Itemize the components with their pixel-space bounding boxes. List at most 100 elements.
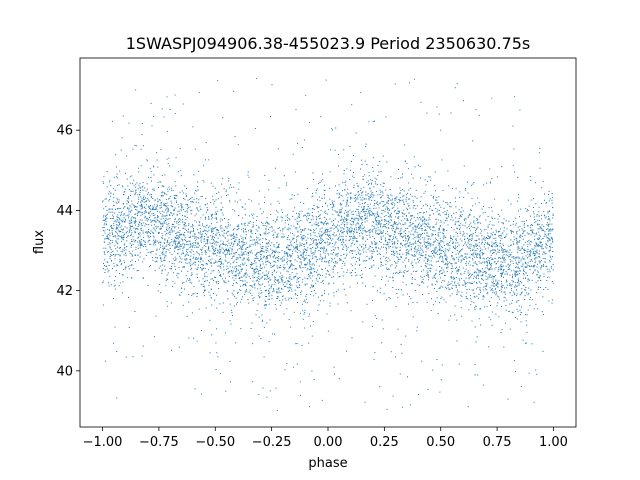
data-point — [225, 260, 227, 262]
data-point — [432, 210, 433, 211]
data-point — [450, 238, 452, 239]
data-point — [501, 306, 503, 308]
data-point — [174, 239, 176, 241]
data-point — [476, 264, 478, 266]
data-point — [222, 212, 224, 214]
data-point — [368, 171, 370, 173]
data-point — [266, 278, 268, 280]
data-point — [146, 198, 148, 200]
data-point — [113, 216, 115, 218]
data-point — [368, 234, 370, 236]
data-point — [546, 276, 548, 278]
data-point — [265, 270, 267, 272]
data-point — [157, 200, 159, 202]
data-point — [193, 230, 195, 232]
data-point — [524, 295, 526, 297]
data-point — [350, 245, 352, 247]
data-point — [470, 304, 472, 306]
data-point — [115, 269, 117, 271]
data-point — [183, 281, 185, 283]
data-point — [512, 125, 514, 127]
data-point — [199, 222, 201, 224]
data-point — [478, 254, 480, 256]
data-point — [173, 226, 175, 228]
data-point — [472, 255, 474, 257]
data-point — [386, 202, 388, 204]
data-point — [103, 268, 104, 270]
data-point — [202, 179, 204, 181]
data-point — [529, 298, 531, 300]
data-point — [147, 193, 149, 195]
data-point — [354, 200, 356, 202]
data-point — [293, 311, 295, 313]
data-point — [537, 288, 539, 290]
data-point — [352, 250, 354, 252]
data-point — [471, 254, 473, 256]
data-point — [189, 240, 191, 242]
data-point — [251, 285, 253, 287]
data-point — [332, 258, 334, 260]
data-point — [193, 174, 195, 176]
data-point — [439, 270, 441, 272]
data-point — [277, 228, 279, 229]
data-point — [171, 226, 173, 228]
data-point — [490, 245, 492, 246]
data-point — [376, 216, 377, 218]
data-point — [501, 274, 503, 276]
data-point — [509, 284, 511, 286]
data-point — [190, 260, 192, 262]
data-point — [347, 211, 349, 213]
data-point — [264, 225, 266, 226]
data-point — [238, 226, 240, 228]
data-point — [109, 275, 111, 277]
data-point — [206, 206, 208, 208]
data-point — [428, 255, 430, 257]
data-point — [176, 237, 178, 239]
data-point — [465, 283, 467, 284]
data-point — [372, 121, 374, 122]
data-point — [456, 257, 458, 259]
data-point — [153, 242, 155, 243]
data-point — [392, 227, 394, 229]
data-point — [512, 281, 514, 283]
data-point — [387, 208, 389, 210]
data-point — [468, 238, 470, 240]
data-point — [207, 240, 209, 242]
data-point — [338, 197, 340, 199]
data-point — [392, 201, 394, 203]
data-point — [209, 352, 211, 354]
data-point — [349, 272, 351, 274]
data-point — [179, 236, 181, 238]
data-point — [167, 241, 169, 243]
data-point — [201, 195, 203, 197]
data-point — [468, 226, 470, 228]
data-point — [435, 269, 437, 271]
data-point — [476, 281, 477, 283]
data-point — [306, 294, 308, 296]
data-point — [423, 239, 425, 241]
data-point — [223, 252, 225, 254]
data-point — [258, 190, 260, 192]
data-point — [423, 222, 425, 224]
data-point — [193, 228, 194, 229]
data-point — [407, 236, 408, 238]
data-point — [340, 223, 342, 225]
data-point — [165, 199, 167, 200]
data-point — [482, 257, 484, 259]
data-point — [175, 259, 177, 261]
data-point — [237, 273, 239, 275]
data-point — [207, 242, 209, 244]
data-point — [394, 198, 396, 200]
data-point — [257, 252, 259, 253]
data-point — [389, 238, 391, 240]
data-point — [402, 261, 404, 263]
data-point — [524, 289, 526, 291]
data-point — [333, 228, 335, 230]
data-point — [146, 248, 148, 250]
data-point — [465, 261, 467, 263]
data-point — [514, 275, 516, 277]
data-point — [346, 204, 348, 206]
data-point — [464, 243, 466, 245]
data-point — [472, 250, 474, 251]
data-point — [479, 289, 481, 291]
